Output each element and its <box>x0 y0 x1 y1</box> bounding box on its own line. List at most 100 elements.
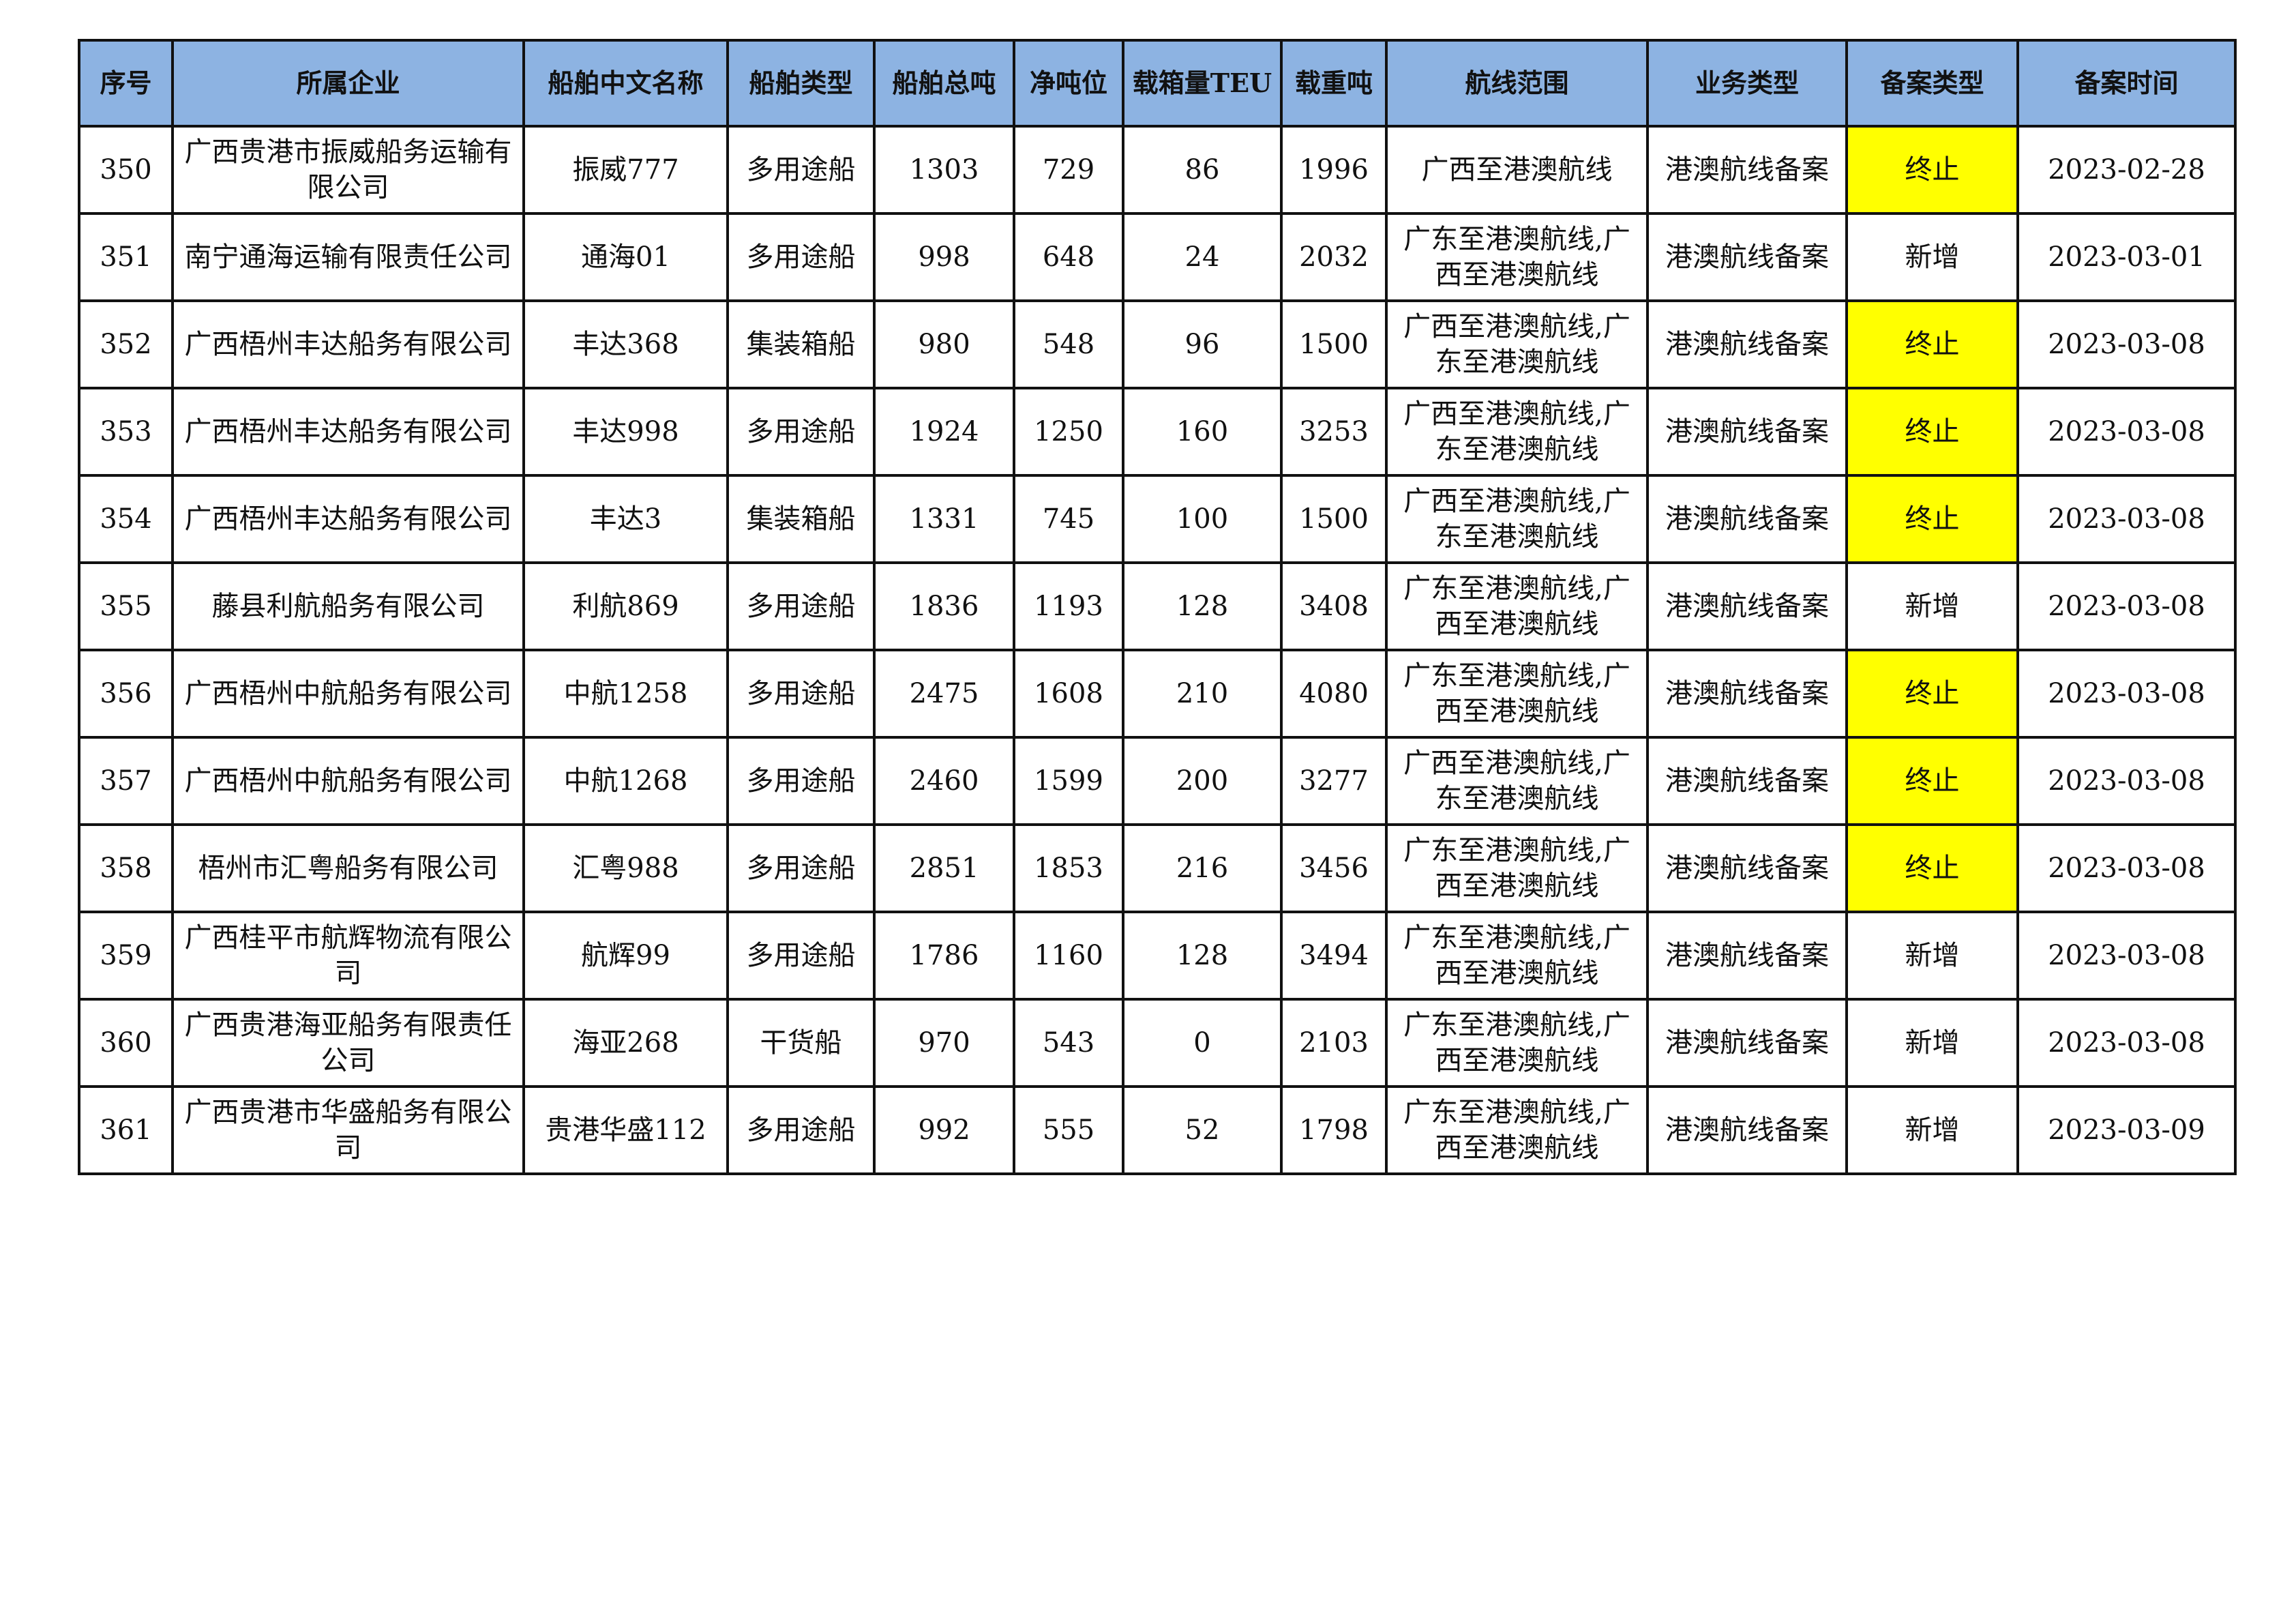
filing-table: 序号 所属企业 船舶中文名称 船舶类型 船舶总吨 净吨位 载箱量TEU 载重吨 航线范围 业务类型… <box>78 39 2237 1175</box>
cell-teu: 96 <box>1122 299 1283 389</box>
header-filing-date: 备案时间 <box>2016 39 2237 128</box>
cell-company: 广西梧州丰达船务有限公司 <box>171 474 525 564</box>
cell-gross-tonnage: 2475 <box>873 649 1015 739</box>
cell-ship-name: 贵港华盛112 <box>522 1085 729 1175</box>
cell-business-type: 港澳航线备案 <box>1646 125 1848 215</box>
cell-ship-name: 中航1258 <box>522 649 729 739</box>
cell-company: 南宁通海运输有限责任公司 <box>171 212 525 302</box>
cell-teu: 216 <box>1122 823 1283 913</box>
cell-gross-tonnage: 2460 <box>873 736 1015 826</box>
table-row: 361 广西贵港市华盛船务有限公司 贵港华盛112 多用途船 992 555 52 1798 广… <box>78 1085 2237 1175</box>
cell-filing-type: 新增 <box>1845 998 2019 1088</box>
cell-net-tonnage: 1193 <box>1013 561 1124 651</box>
cell-index: 350 <box>78 125 174 215</box>
cell-route: 广西至港澳航线,广东至港澳航线 <box>1385 474 1649 564</box>
cell-index: 356 <box>78 649 174 739</box>
cell-route: 广东至港澳航线,广西至港澳航线 <box>1385 823 1649 913</box>
cell-deadweight: 2103 <box>1280 998 1388 1088</box>
header-index: 序号 <box>78 39 174 128</box>
cell-net-tonnage: 1608 <box>1013 649 1124 739</box>
cell-ship-name: 丰达368 <box>522 299 729 389</box>
header-business-type: 业务类型 <box>1646 39 1848 128</box>
cell-deadweight: 1500 <box>1280 474 1388 564</box>
header-gross-tonnage: 船舶总吨 <box>873 39 1015 128</box>
cell-index: 360 <box>78 998 174 1088</box>
cell-business-type: 港澳航线备案 <box>1646 561 1848 651</box>
cell-ship-name: 丰达3 <box>522 474 729 564</box>
cell-filing-date: 2023-03-08 <box>2016 998 2237 1088</box>
cell-route: 广东至港澳航线,广西至港澳航线 <box>1385 998 1649 1088</box>
cell-index: 358 <box>78 823 174 913</box>
cell-filing-date: 2023-03-08 <box>2016 911 2237 1001</box>
cell-gross-tonnage: 970 <box>873 998 1015 1088</box>
cell-route: 广东至港澳航线,广西至港澳航线 <box>1385 649 1649 739</box>
cell-filing-type: 终止 <box>1845 299 2019 389</box>
cell-ship-type: 多用途船 <box>726 212 876 302</box>
cell-business-type: 港澳航线备案 <box>1646 736 1848 826</box>
cell-deadweight: 3494 <box>1280 911 1388 1001</box>
cell-ship-name: 海亚268 <box>522 998 729 1088</box>
cell-filing-type: 新增 <box>1845 212 2019 302</box>
cell-business-type: 港澳航线备案 <box>1646 649 1848 739</box>
cell-index: 359 <box>78 911 174 1001</box>
cell-route: 广西至港澳航线 <box>1385 125 1649 215</box>
cell-index: 357 <box>78 736 174 826</box>
cell-ship-type: 多用途船 <box>726 736 876 826</box>
table-row: 358 梧州市汇粤船务有限公司 汇粤988 多用途船 2851 1853 216 3456 广东… <box>78 823 2237 913</box>
cell-filing-date: 2023-03-08 <box>2016 474 2237 564</box>
cell-ship-type: 多用途船 <box>726 125 876 215</box>
cell-ship-name: 汇粤988 <box>522 823 729 913</box>
header-net-tonnage: 净吨位 <box>1013 39 1124 128</box>
cell-net-tonnage: 729 <box>1013 125 1124 215</box>
table-row: 360 广西贵港海亚船务有限责任公司 海亚268 干货船 970 543 0 2103 广东至港… <box>78 998 2237 1088</box>
cell-gross-tonnage: 2851 <box>873 823 1015 913</box>
cell-gross-tonnage: 998 <box>873 212 1015 302</box>
header-ship-type: 船舶类型 <box>726 39 876 128</box>
cell-ship-type: 多用途船 <box>726 911 876 1001</box>
cell-ship-name: 中航1268 <box>522 736 729 826</box>
cell-company: 藤县利航船务有限公司 <box>171 561 525 651</box>
cell-route: 广东至港澳航线,广西至港澳航线 <box>1385 911 1649 1001</box>
cell-ship-name: 航辉99 <box>522 911 729 1001</box>
cell-gross-tonnage: 1786 <box>873 911 1015 1001</box>
header-deadweight: 载重吨 <box>1280 39 1388 128</box>
cell-filing-date: 2023-03-08 <box>2016 649 2237 739</box>
cell-net-tonnage: 1250 <box>1013 387 1124 477</box>
cell-company: 广西梧州丰达船务有限公司 <box>171 387 525 477</box>
cell-deadweight: 1798 <box>1280 1085 1388 1175</box>
cell-teu: 210 <box>1122 649 1283 739</box>
cell-teu: 128 <box>1122 911 1283 1001</box>
cell-teu: 160 <box>1122 387 1283 477</box>
cell-filing-type: 终止 <box>1845 387 2019 477</box>
cell-deadweight: 3456 <box>1280 823 1388 913</box>
cell-gross-tonnage: 1836 <box>873 561 1015 651</box>
header-row: 序号 所属企业 船舶中文名称 船舶类型 船舶总吨 净吨位 载箱量TEU 载重吨 航线范围 业务类型… <box>78 39 2237 128</box>
cell-ship-type: 多用途船 <box>726 823 876 913</box>
cell-index: 361 <box>78 1085 174 1175</box>
cell-gross-tonnage: 1331 <box>873 474 1015 564</box>
cell-ship-name: 通海01 <box>522 212 729 302</box>
cell-filing-date: 2023-03-09 <box>2016 1085 2237 1175</box>
cell-ship-name: 丰达998 <box>522 387 729 477</box>
cell-business-type: 港澳航线备案 <box>1646 212 1848 302</box>
cell-net-tonnage: 548 <box>1013 299 1124 389</box>
cell-filing-date: 2023-03-08 <box>2016 561 2237 651</box>
cell-filing-type: 新增 <box>1845 911 2019 1001</box>
cell-net-tonnage: 1599 <box>1013 736 1124 826</box>
cell-index: 351 <box>78 212 174 302</box>
cell-deadweight: 1500 <box>1280 299 1388 389</box>
cell-route: 广东至港澳航线,广西至港澳航线 <box>1385 561 1649 651</box>
cell-teu: 200 <box>1122 736 1283 826</box>
cell-route: 广西至港澳航线,广东至港澳航线 <box>1385 387 1649 477</box>
cell-deadweight: 4080 <box>1280 649 1388 739</box>
cell-company: 广西梧州中航船务有限公司 <box>171 649 525 739</box>
cell-teu: 24 <box>1122 212 1283 302</box>
table-row: 357 广西梧州中航船务有限公司 中航1268 多用途船 2460 1599 200 3277… <box>78 736 2237 826</box>
cell-index: 352 <box>78 299 174 389</box>
cell-company: 广西梧州丰达船务有限公司 <box>171 299 525 389</box>
cell-teu: 52 <box>1122 1085 1283 1175</box>
cell-company: 梧州市汇粤船务有限公司 <box>171 823 525 913</box>
cell-filing-type: 新增 <box>1845 1085 2019 1175</box>
cell-net-tonnage: 648 <box>1013 212 1124 302</box>
cell-deadweight: 3408 <box>1280 561 1388 651</box>
